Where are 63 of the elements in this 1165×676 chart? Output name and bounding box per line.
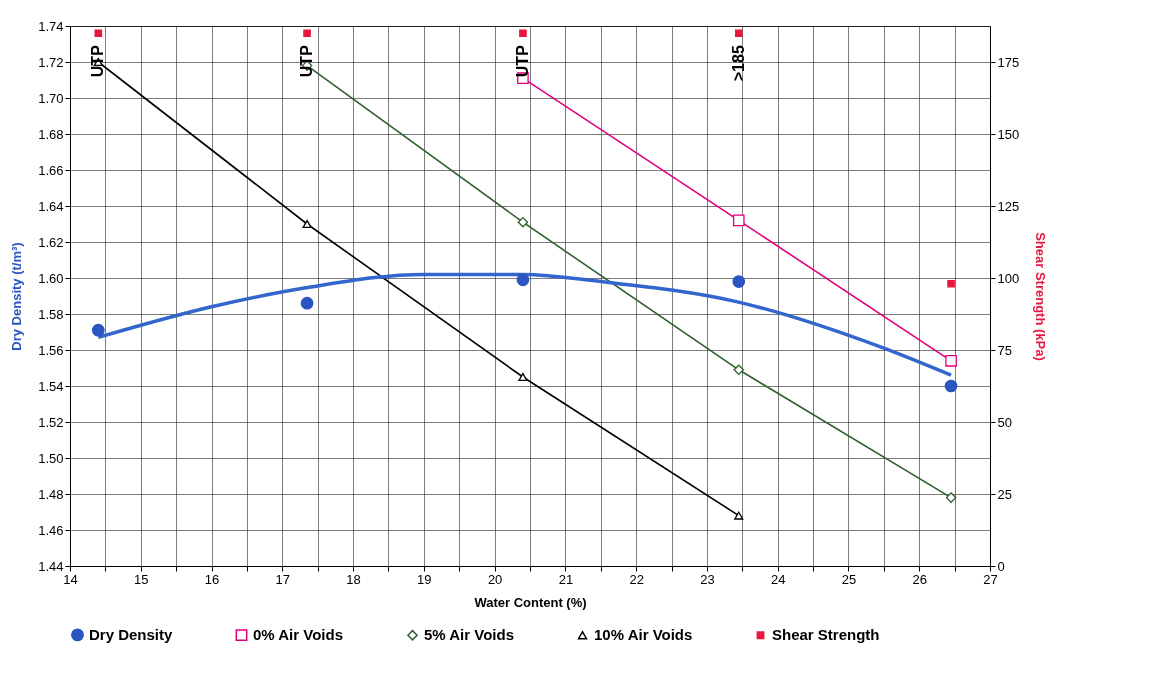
y2-tick-label: 125 (997, 198, 1020, 214)
x-tick-label: 20 (487, 571, 503, 587)
x-tick-label: 15 (134, 571, 149, 587)
y-tick-label: 1.56 (38, 342, 64, 358)
data-label: UTP (89, 44, 107, 78)
point (734, 511, 744, 520)
x-tick-label: 26 (912, 571, 927, 587)
y2-tick-label: 75 (997, 342, 1012, 358)
y-tick-label: 1.52 (38, 414, 64, 430)
y-axis-title: Dry Density (t/m³) (9, 242, 25, 351)
point (300, 296, 314, 310)
legend-label: 5% Air Voids (424, 626, 515, 644)
data-label: UTP (298, 44, 316, 78)
x-tick-label: 27 (983, 571, 998, 587)
x-tick-label: 17 (275, 571, 291, 587)
y2-tick-label: 150 (997, 126, 1020, 142)
point (945, 354, 957, 367)
y-tick-label: 1.64 (38, 198, 64, 214)
y-tick-label: 1.62 (38, 234, 64, 250)
y2-tick-label: 175 (997, 54, 1020, 70)
data-label: >185 (729, 45, 747, 82)
x-tick-label: 16 (204, 571, 220, 587)
y-tick-label: 1.46 (38, 522, 64, 538)
point (516, 273, 530, 287)
y2-tick-label: 100 (997, 270, 1020, 286)
legend-label: 10% Air Voids (594, 626, 693, 644)
legend-label: Shear Strength (772, 626, 880, 644)
point (91, 323, 105, 337)
legend-label: 0% Air Voids (253, 626, 344, 644)
y-tick-label: 1.50 (38, 450, 64, 466)
data-label: UTP (513, 44, 531, 78)
point (944, 379, 958, 393)
y-tick-label: 1.58 (38, 306, 64, 322)
point (517, 216, 529, 228)
y-tick-label: 1.70 (38, 90, 64, 106)
point (945, 492, 957, 503)
y-tick-label: 1.54 (38, 378, 64, 394)
x-tick-label: 24 (770, 571, 786, 587)
y2-axis-title: Shear Strength (kPa) (1033, 232, 1049, 361)
x-tick-label: 14 (63, 571, 78, 587)
point (518, 372, 528, 382)
point (302, 219, 312, 229)
x-tick-label: 19 (417, 571, 432, 587)
x-tick-label: 23 (700, 571, 715, 587)
point (732, 214, 745, 227)
x-tick-label: 18 (346, 571, 361, 587)
point (732, 275, 746, 288)
y2-tick-label: 0 (997, 558, 1005, 574)
y2-tick-label: 25 (997, 486, 1012, 502)
y-tick-label: 1.60 (38, 270, 64, 286)
y-tick-label: 1.44 (38, 558, 64, 574)
y2-tick-label: 50 (997, 414, 1012, 430)
legend-label: Dry Density (89, 625, 174, 643)
point (733, 364, 745, 376)
y-tick-label: 1.72 (38, 54, 64, 70)
x-axis-title: Water Content (%) (474, 594, 587, 610)
x-tick-label: 22 (629, 571, 644, 587)
x-tick-label: 21 (558, 571, 574, 587)
y-tick-label: 1.68 (38, 126, 64, 142)
x-tick-label: 25 (841, 571, 857, 587)
y-tick-label: 1.48 (38, 486, 64, 502)
y-tick-label: 1.66 (38, 162, 64, 178)
y-tick-label: 1.74 (38, 18, 64, 34)
